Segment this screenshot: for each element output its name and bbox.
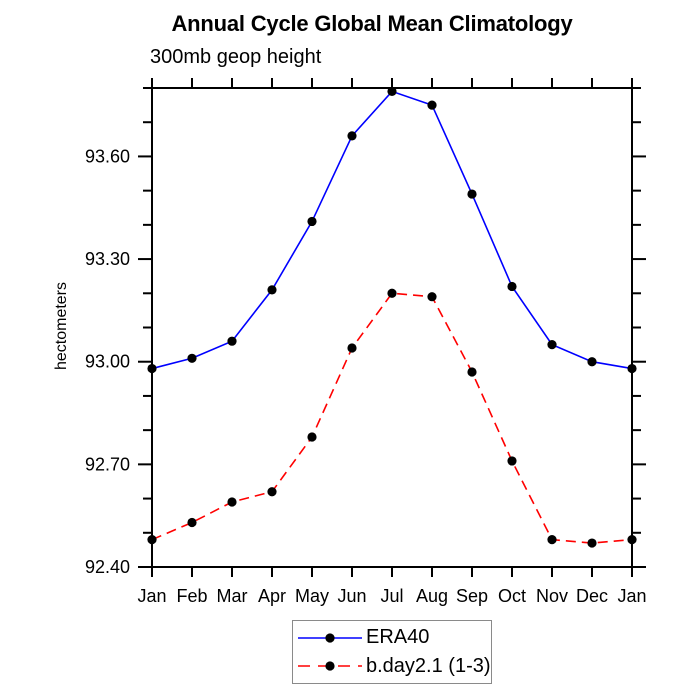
data-point-marker (147, 535, 157, 545)
data-point-marker (347, 343, 357, 353)
data-point-marker (387, 288, 397, 298)
legend-key-0 (298, 633, 362, 643)
data-point-marker (227, 336, 237, 346)
legend-item-bday21: b.day2.1 (1-3) (293, 654, 491, 678)
plot-frame (151, 87, 633, 568)
data-point-marker (587, 357, 597, 367)
data-point-marker (227, 497, 237, 507)
x-tick-label: Dec (576, 586, 608, 606)
data-point-marker (387, 86, 397, 97)
legend-item-era40: ERA40 (293, 626, 491, 650)
legend-label-era40: ERA40 (366, 626, 430, 649)
x-tick-label: Jan (617, 586, 646, 606)
data-point-marker (187, 353, 197, 363)
x-tick-label: May (295, 586, 329, 606)
chart-subtitle: 300mb geop height (150, 46, 322, 68)
y-tick-label: 93.30 (85, 249, 130, 269)
x-tick-label: Oct (498, 586, 526, 606)
y-tick-label: 93.60 (85, 146, 130, 166)
data-point-marker (267, 487, 277, 497)
data-point-marker (627, 535, 637, 545)
legend-box: ERA40 b.day2.1 (1-3) (292, 620, 492, 684)
data-point-marker (427, 292, 437, 302)
data-point-marker (307, 216, 317, 227)
series-line-0 (151, 90, 633, 370)
legend-key-1 (298, 661, 362, 671)
x-tick-label: Nov (536, 586, 568, 606)
series-line-1 (151, 292, 633, 544)
x-tick-label: Apr (258, 586, 286, 606)
legend-marker-icon-1 (325, 661, 335, 671)
data-point-marker (547, 535, 557, 545)
y-tick-label: 92.70 (85, 454, 130, 474)
x-tick-label: Feb (176, 586, 207, 606)
x-tick-label: Mar (217, 586, 248, 606)
data-point-marker (347, 131, 357, 141)
x-tick-label: Aug (416, 586, 448, 606)
data-point-marker (507, 281, 517, 292)
data-point-marker (467, 367, 477, 377)
data-point-marker (427, 100, 437, 110)
data-point-marker (627, 363, 637, 374)
x-tick-label: Jan (137, 586, 166, 606)
x-tick-label: Jun (337, 586, 366, 606)
data-point-marker (467, 189, 477, 199)
y-tick-label: 93.00 (85, 352, 130, 372)
data-point-marker (307, 432, 317, 442)
data-point-marker (587, 538, 597, 548)
legend-label-bday21: b.day2.1 (1-3) (366, 654, 491, 677)
chart-title: Annual Cycle Global Mean Climatology (171, 11, 573, 36)
data-point-marker (187, 517, 197, 528)
data-point-marker (507, 456, 517, 466)
legend-marker-icon-0 (325, 633, 335, 643)
x-tick-label: Jul (380, 586, 403, 606)
data-point-marker (147, 363, 157, 374)
data-point-marker (547, 340, 557, 350)
y-tick-label: 92.40 (85, 557, 130, 577)
data-point-marker (267, 285, 277, 295)
x-tick-label: Sep (456, 586, 488, 606)
